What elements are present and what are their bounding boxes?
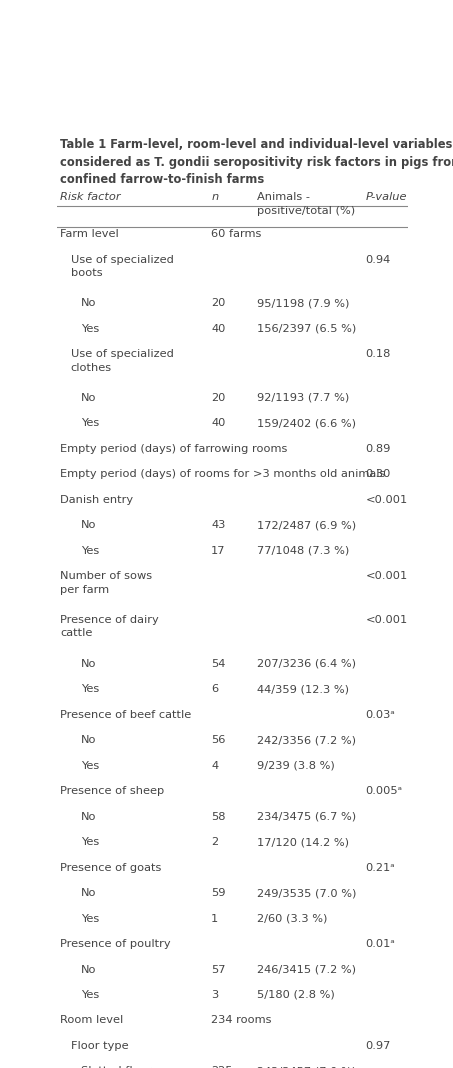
Text: No: No bbox=[81, 888, 96, 898]
Text: 234 rooms: 234 rooms bbox=[211, 1016, 272, 1025]
Text: 3: 3 bbox=[211, 990, 218, 1000]
Text: 20: 20 bbox=[211, 393, 226, 403]
Text: Slatted floor: Slatted floor bbox=[81, 1067, 152, 1068]
Text: 43: 43 bbox=[211, 520, 226, 531]
Text: 0.01ᵃ: 0.01ᵃ bbox=[366, 939, 395, 949]
Text: Yes: Yes bbox=[81, 990, 100, 1000]
Text: 0.89: 0.89 bbox=[366, 444, 391, 454]
Text: Yes: Yes bbox=[81, 685, 100, 694]
Text: 92/1193 (7.7 %): 92/1193 (7.7 %) bbox=[257, 393, 349, 403]
Text: n: n bbox=[211, 192, 218, 202]
Text: 225: 225 bbox=[211, 1067, 232, 1068]
Text: 2: 2 bbox=[211, 837, 218, 847]
Text: Presence of poultry: Presence of poultry bbox=[60, 939, 171, 949]
Text: 159/2402 (6.6 %): 159/2402 (6.6 %) bbox=[257, 419, 356, 428]
Text: 44/359 (12.3 %): 44/359 (12.3 %) bbox=[257, 685, 349, 694]
Text: 60 farms: 60 farms bbox=[211, 230, 261, 239]
Text: No: No bbox=[81, 735, 96, 745]
Text: 6: 6 bbox=[211, 685, 218, 694]
Text: 0.21ᵃ: 0.21ᵃ bbox=[366, 863, 395, 873]
Text: 9/239 (3.8 %): 9/239 (3.8 %) bbox=[257, 760, 334, 770]
Text: 58: 58 bbox=[211, 812, 226, 821]
Text: 17/120 (14.2 %): 17/120 (14.2 %) bbox=[257, 837, 349, 847]
Text: Yes: Yes bbox=[81, 324, 100, 334]
Text: Presence of goats: Presence of goats bbox=[60, 863, 162, 873]
Text: No: No bbox=[81, 298, 96, 309]
Text: 59: 59 bbox=[211, 888, 226, 898]
Text: 4: 4 bbox=[211, 760, 218, 770]
Text: Farm level: Farm level bbox=[60, 230, 119, 239]
Text: 54: 54 bbox=[211, 659, 226, 669]
Text: 17: 17 bbox=[211, 546, 226, 556]
Text: No: No bbox=[81, 812, 96, 821]
Text: 249/3535 (7.0 %): 249/3535 (7.0 %) bbox=[257, 888, 356, 898]
Text: 0.97: 0.97 bbox=[366, 1041, 391, 1051]
Text: 242/3457 (7.0 %): 242/3457 (7.0 %) bbox=[257, 1067, 356, 1068]
Text: <0.001: <0.001 bbox=[366, 494, 408, 505]
Text: Empty period (days) of rooms for >3 months old animals: Empty period (days) of rooms for >3 mont… bbox=[60, 470, 386, 480]
Text: Use of specialized
boots: Use of specialized boots bbox=[71, 255, 173, 278]
Text: 246/3415 (7.2 %): 246/3415 (7.2 %) bbox=[257, 964, 356, 974]
Text: Table 1 Farm-level, room-level and individual-level variables
considered as T. g: Table 1 Farm-level, room-level and indiv… bbox=[60, 138, 453, 186]
Text: 2/60 (3.3 %): 2/60 (3.3 %) bbox=[257, 913, 327, 924]
Text: Danish entry: Danish entry bbox=[60, 494, 133, 505]
Text: 77/1048 (7.3 %): 77/1048 (7.3 %) bbox=[257, 546, 349, 556]
Text: 234/3475 (6.7 %): 234/3475 (6.7 %) bbox=[257, 812, 356, 821]
Text: 5/180 (2.8 %): 5/180 (2.8 %) bbox=[257, 990, 334, 1000]
Text: P-value: P-value bbox=[366, 192, 407, 202]
Text: Number of sows
per farm: Number of sows per farm bbox=[60, 571, 152, 595]
Text: 156/2397 (6.5 %): 156/2397 (6.5 %) bbox=[257, 324, 356, 334]
Text: <0.001: <0.001 bbox=[366, 571, 408, 581]
Text: 0.30: 0.30 bbox=[366, 470, 391, 480]
Text: No: No bbox=[81, 964, 96, 974]
Text: 56: 56 bbox=[211, 735, 226, 745]
Text: 40: 40 bbox=[211, 324, 226, 334]
Text: 0.94: 0.94 bbox=[366, 255, 391, 265]
Text: Yes: Yes bbox=[81, 837, 100, 847]
Text: 40: 40 bbox=[211, 419, 226, 428]
Text: Use of specialized
clothes: Use of specialized clothes bbox=[71, 349, 173, 373]
Text: Yes: Yes bbox=[81, 546, 100, 556]
Text: Animals -
positive/total (%): Animals - positive/total (%) bbox=[257, 192, 355, 216]
Text: No: No bbox=[81, 659, 96, 669]
Text: Yes: Yes bbox=[81, 760, 100, 770]
Text: 242/3356 (7.2 %): 242/3356 (7.2 %) bbox=[257, 735, 356, 745]
Text: 207/3236 (6.4 %): 207/3236 (6.4 %) bbox=[257, 659, 356, 669]
Text: No: No bbox=[81, 520, 96, 531]
Text: Room level: Room level bbox=[60, 1016, 123, 1025]
Text: 1: 1 bbox=[211, 913, 218, 924]
Text: 0.18: 0.18 bbox=[366, 349, 391, 359]
Text: 0.03ᵃ: 0.03ᵃ bbox=[366, 709, 395, 720]
Text: No: No bbox=[81, 393, 96, 403]
Text: 95/1198 (7.9 %): 95/1198 (7.9 %) bbox=[257, 298, 349, 309]
Text: 57: 57 bbox=[211, 964, 226, 974]
Text: Yes: Yes bbox=[81, 419, 100, 428]
Text: Presence of sheep: Presence of sheep bbox=[60, 786, 164, 796]
Text: Presence of dairy
cattle: Presence of dairy cattle bbox=[60, 615, 159, 639]
Text: 20: 20 bbox=[211, 298, 226, 309]
Text: 172/2487 (6.9 %): 172/2487 (6.9 %) bbox=[257, 520, 356, 531]
Text: Risk factor: Risk factor bbox=[60, 192, 120, 202]
Text: Yes: Yes bbox=[81, 913, 100, 924]
Text: Floor type: Floor type bbox=[71, 1041, 128, 1051]
Text: 0.005ᵃ: 0.005ᵃ bbox=[366, 786, 403, 796]
Text: <0.001: <0.001 bbox=[366, 615, 408, 625]
Text: Presence of beef cattle: Presence of beef cattle bbox=[60, 709, 191, 720]
Text: Empty period (days) of farrowing rooms: Empty period (days) of farrowing rooms bbox=[60, 444, 288, 454]
